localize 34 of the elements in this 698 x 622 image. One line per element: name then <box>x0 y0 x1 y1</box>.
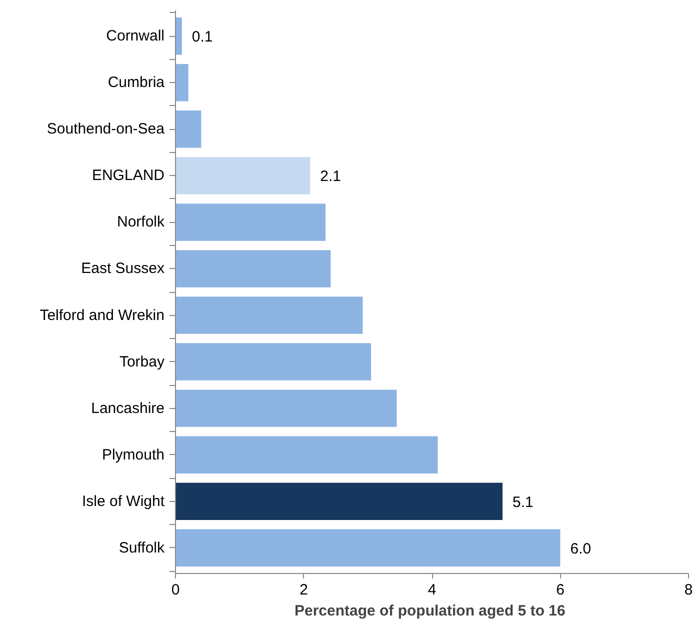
bar <box>176 482 503 520</box>
bar <box>176 529 560 567</box>
data-label: 6.0 <box>570 540 592 558</box>
bar <box>176 110 202 148</box>
x-tick-label: 6 <box>556 582 564 598</box>
x-tick-label: 8 <box>684 582 693 598</box>
y-tick-label: Isle of Wight <box>82 492 166 510</box>
y-tick-label: ENGLAND <box>92 167 165 184</box>
x-tick-label: 2 <box>300 582 308 598</box>
y-tick-label: Suffolk <box>118 539 165 556</box>
y-tick-label: Southend-on-Sea <box>46 120 166 138</box>
bar <box>176 64 188 102</box>
x-axis-title: Percentage of population aged 5 to 16 <box>294 602 566 620</box>
y-tick-label: Cumbria <box>108 74 166 92</box>
x-tick-label: 0 <box>171 582 180 598</box>
data-label: 2.1 <box>320 168 342 186</box>
bar <box>176 157 310 194</box>
bar <box>176 390 397 427</box>
bar <box>176 296 363 334</box>
y-tick-label: Telford and Wrekin <box>40 306 165 324</box>
data-label: 0.1 <box>192 28 213 46</box>
bar <box>176 250 331 288</box>
y-tick-label: Norfolk <box>116 214 165 231</box>
y-tick-label: East Sussex <box>81 260 165 278</box>
bar <box>176 343 372 380</box>
y-tick-label: Cornwall <box>106 28 165 45</box>
bar <box>176 436 438 474</box>
x-tick-label: 4 <box>428 582 436 598</box>
data-label: 5.1 <box>512 494 534 511</box>
y-tick-label: Plymouth <box>102 446 165 464</box>
bar <box>176 17 182 55</box>
y-tick-label: Torbay <box>119 353 165 370</box>
y-tick-label: Lancashire <box>91 400 165 417</box>
bar <box>176 204 326 241</box>
